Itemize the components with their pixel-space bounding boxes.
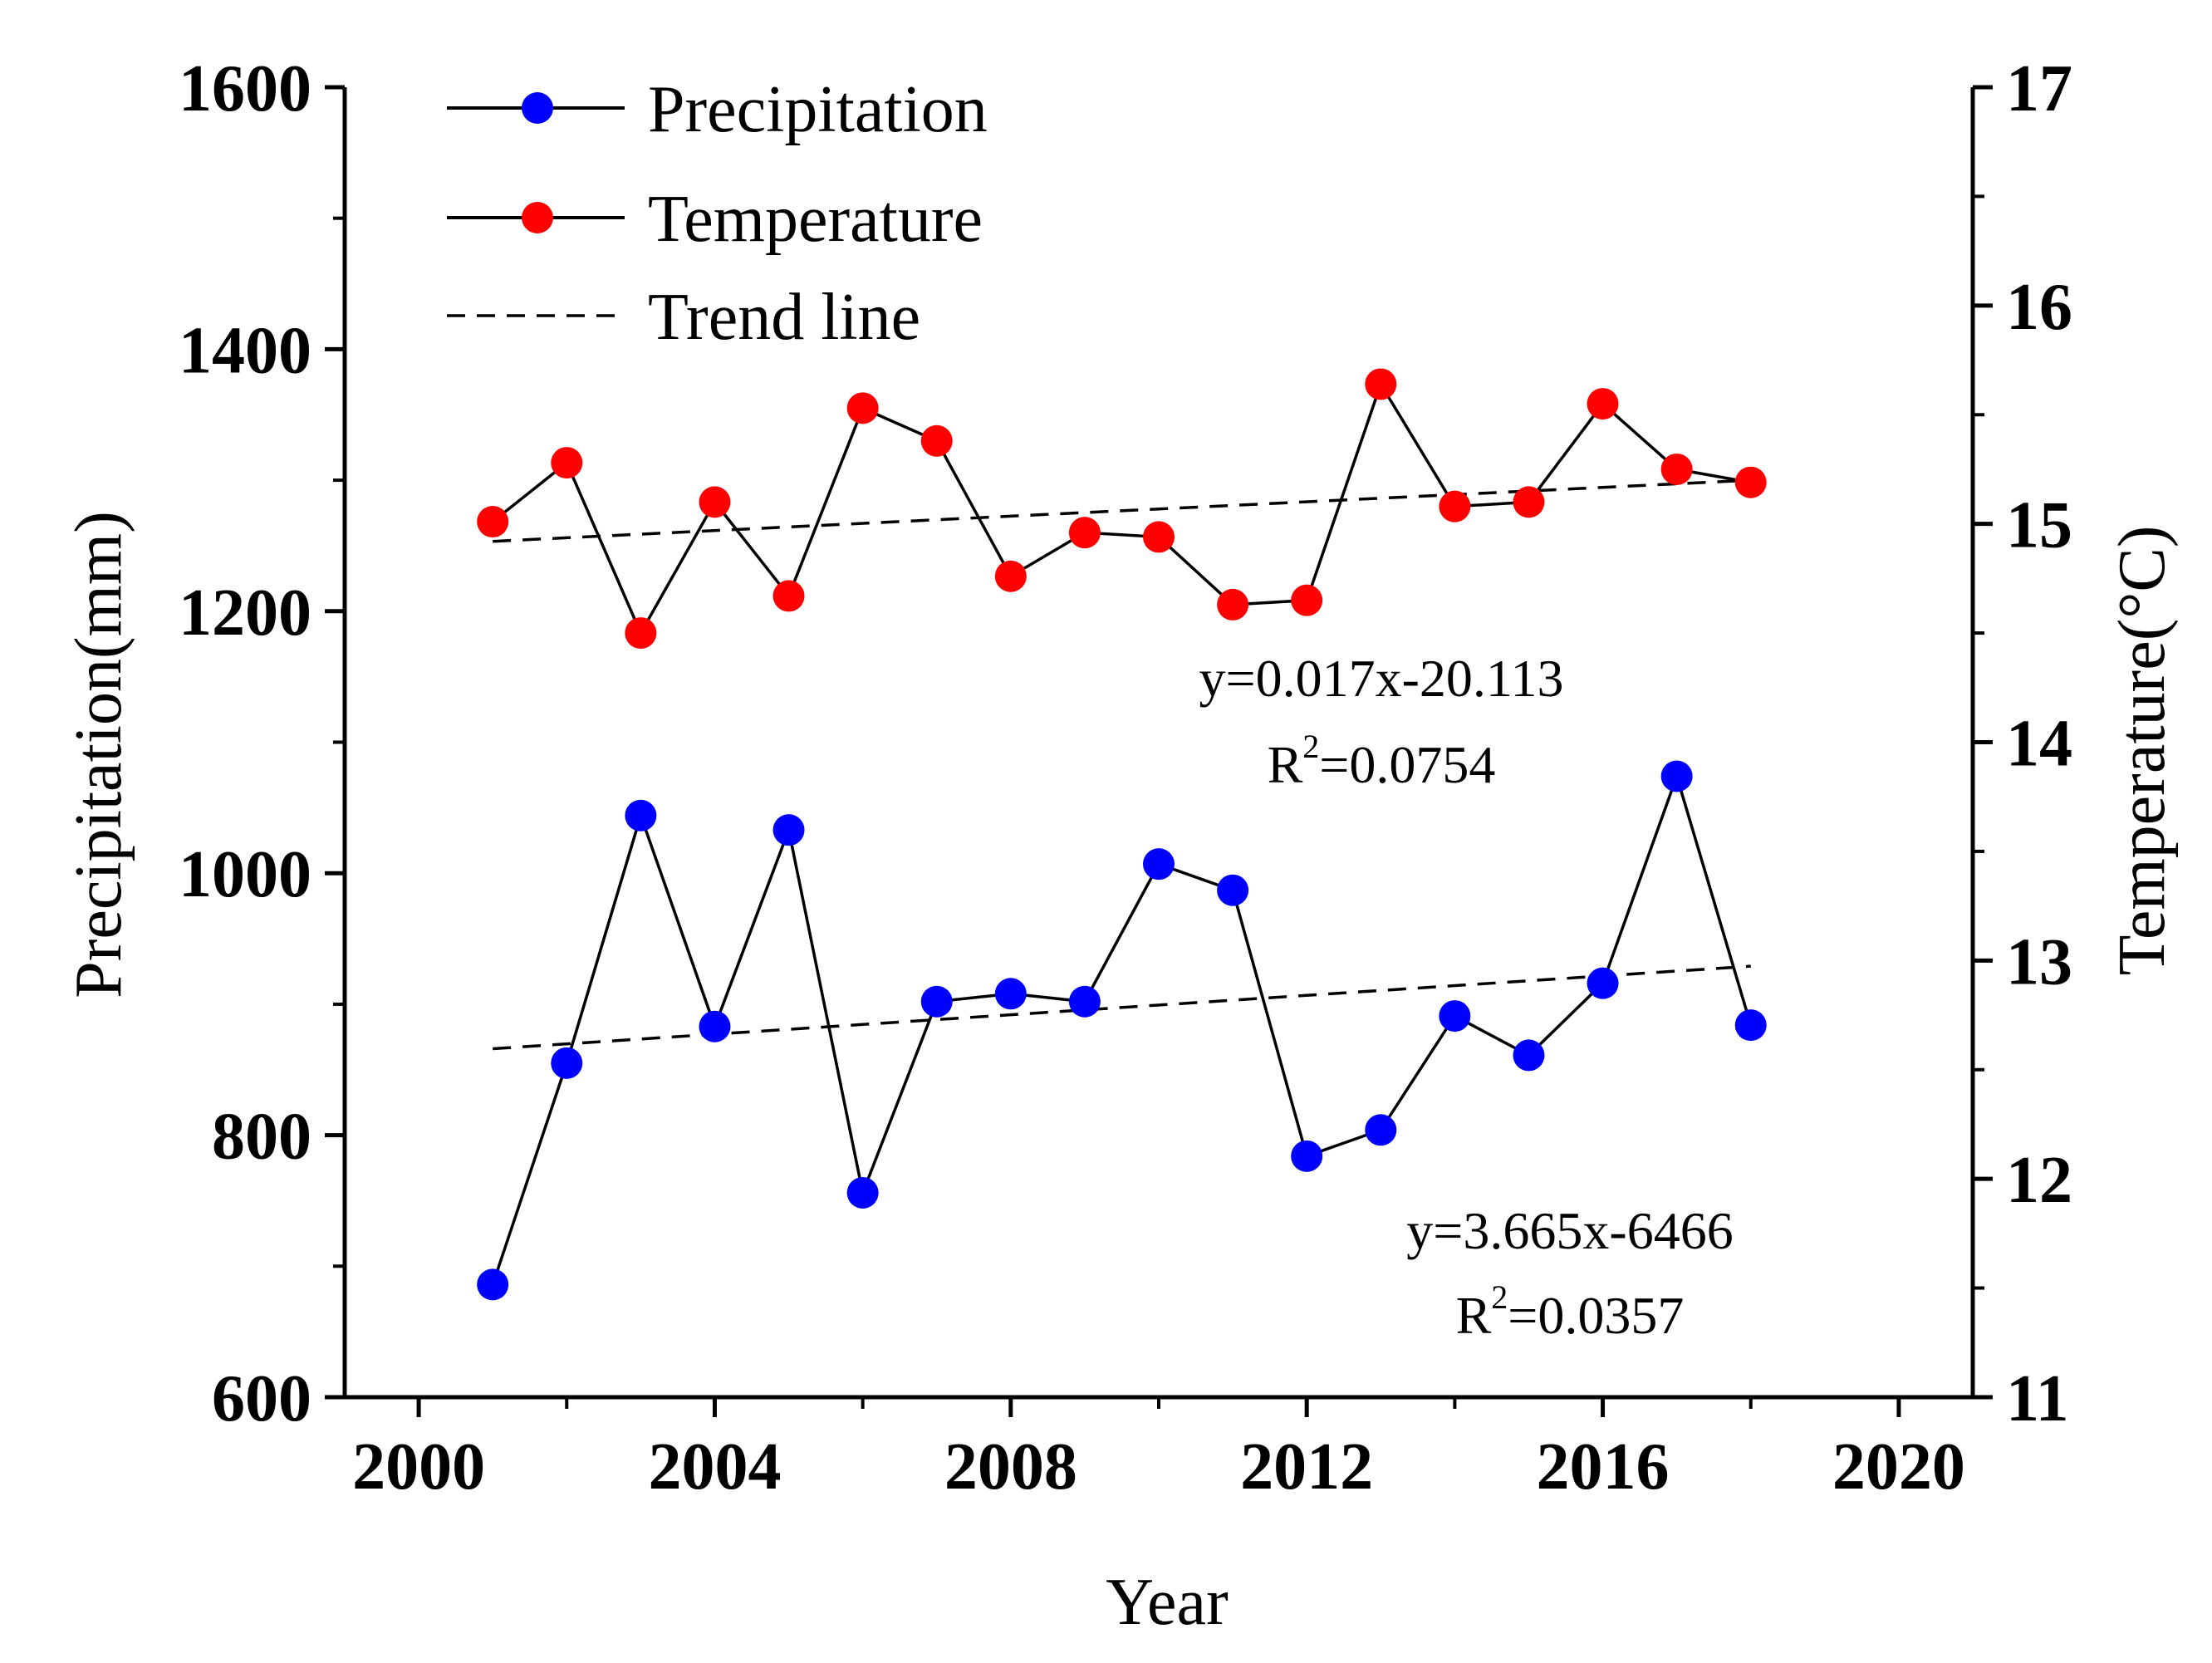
trend-equation: y=3.665x-6466 bbox=[1406, 1201, 1733, 1260]
r-squared-exponent: 2 bbox=[1302, 728, 1319, 765]
y2-tick-label: 12 bbox=[2006, 1144, 2072, 1217]
data-point-precipitation bbox=[1068, 985, 1101, 1018]
data-point-precipitation bbox=[1217, 874, 1249, 906]
y-axis-left-ticks: 600 800 1000 1200 1400 1600 bbox=[179, 52, 345, 1435]
y-tick-label: 800 bbox=[212, 1101, 311, 1174]
data-point-precipitation bbox=[1439, 1000, 1471, 1033]
data-point-precipitation bbox=[1143, 848, 1175, 881]
trend-lines bbox=[493, 478, 1751, 1051]
data-point-temperature bbox=[699, 486, 731, 518]
data-point-precipitation bbox=[920, 985, 953, 1018]
y-tick-label: 1000 bbox=[179, 838, 311, 911]
y2-tick-label: 16 bbox=[2006, 271, 2072, 344]
y2-tick-label: 17 bbox=[2006, 52, 2072, 125]
trend-annotations: y=0.017x-20.113R2=0.0754y=3.665x-6466R2=… bbox=[1199, 649, 1733, 1345]
trend-r-squared: R2=0.0357 bbox=[1456, 1278, 1685, 1345]
data-point-precipitation bbox=[1365, 1114, 1397, 1146]
data-point-temperature bbox=[1660, 453, 1693, 485]
y-tick-label: 1200 bbox=[179, 576, 311, 650]
legend-label-precipitation: Precipitation bbox=[648, 73, 988, 146]
data-point-precipitation bbox=[994, 978, 1027, 1010]
trend-equation: y=0.017x-20.113 bbox=[1199, 649, 1563, 708]
y2-tick-label: 13 bbox=[2006, 925, 2072, 998]
y-axis-right-ticks: 11 12 13 14 15 16 17 bbox=[1973, 52, 2072, 1435]
series-line-temperature bbox=[492, 380, 1752, 637]
data-point-temperature bbox=[625, 617, 657, 650]
trend-line-temperature bbox=[493, 478, 1751, 543]
series-line-precipitation bbox=[491, 771, 1753, 1285]
r-squared-value: =0.0357 bbox=[1508, 1286, 1684, 1345]
data-point-temperature bbox=[1291, 584, 1323, 616]
x-tick-label: 2004 bbox=[648, 1430, 781, 1504]
data-point-temperature bbox=[1068, 517, 1101, 549]
data-point-temperature bbox=[1217, 588, 1249, 621]
data-point-temperature bbox=[1365, 368, 1397, 400]
legend-label-temperature: Temperature bbox=[648, 183, 983, 256]
legend-marker-precipitation bbox=[522, 92, 553, 124]
data-point-precipitation bbox=[551, 1047, 583, 1079]
y2-tick-label: 14 bbox=[2006, 708, 2072, 781]
data-point-precipitation bbox=[699, 1010, 731, 1042]
y-tick-label: 600 bbox=[212, 1362, 311, 1435]
x-axis-ticks: 2000 2004 2008 2012 2016 2020 bbox=[352, 1397, 1965, 1504]
data-point-precipitation bbox=[1513, 1039, 1545, 1072]
x-tick-label: 2016 bbox=[1537, 1430, 1670, 1504]
data-point-precipitation bbox=[1734, 1009, 1767, 1042]
data-point-precipitation bbox=[846, 1176, 879, 1209]
data-point-temperature bbox=[1587, 388, 1619, 420]
legend-marker-temperature bbox=[522, 202, 553, 233]
legend: Precipitation Temperature Trend line bbox=[447, 73, 988, 354]
y-axis-right-title: Temperature(°C) bbox=[2106, 526, 2179, 976]
r-squared-exponent: 2 bbox=[1491, 1278, 1508, 1316]
y-tick-label: 1600 bbox=[179, 52, 311, 125]
x-tick-label: 2020 bbox=[1832, 1430, 1965, 1504]
data-point-precipitation bbox=[1587, 967, 1619, 999]
data-point-precipitation bbox=[477, 1268, 509, 1301]
data-point-temperature bbox=[477, 506, 509, 538]
data-point-precipitation bbox=[625, 799, 657, 832]
y2-tick-label: 11 bbox=[2006, 1362, 2069, 1435]
data-point-temperature bbox=[920, 424, 953, 457]
x-axis-title: Year bbox=[1106, 1566, 1228, 1639]
data-point-precipitation bbox=[1291, 1140, 1323, 1172]
data-point-precipitation bbox=[772, 814, 805, 846]
data-point-temperature bbox=[772, 580, 805, 612]
trend-line-precipitation bbox=[493, 964, 1751, 1051]
data-point-temperature bbox=[1143, 521, 1175, 553]
r-squared-symbol: R bbox=[1456, 1286, 1492, 1345]
data-point-temperature bbox=[846, 392, 879, 424]
data-point-temperature bbox=[994, 560, 1027, 592]
y-tick-label: 1400 bbox=[179, 314, 311, 387]
y2-tick-label: 15 bbox=[2006, 489, 2072, 562]
data-point-temperature bbox=[1513, 486, 1545, 518]
r-squared-symbol: R bbox=[1268, 735, 1303, 794]
legend-label-trend: Trend line bbox=[648, 281, 920, 354]
x-tick-label: 2000 bbox=[352, 1430, 485, 1504]
data-series bbox=[477, 368, 1767, 1301]
data-point-temperature bbox=[1439, 490, 1471, 522]
data-point-temperature bbox=[1734, 466, 1767, 498]
trend-r-squared: R2=0.0754 bbox=[1268, 728, 1496, 794]
x-tick-label: 2012 bbox=[1240, 1430, 1373, 1504]
y-axis-left-title: Precipitation(mm) bbox=[62, 511, 135, 998]
x-tick-label: 2008 bbox=[944, 1430, 1077, 1504]
r-squared-value: =0.0754 bbox=[1319, 735, 1495, 794]
data-point-precipitation bbox=[1660, 760, 1693, 792]
data-point-temperature bbox=[551, 447, 583, 479]
